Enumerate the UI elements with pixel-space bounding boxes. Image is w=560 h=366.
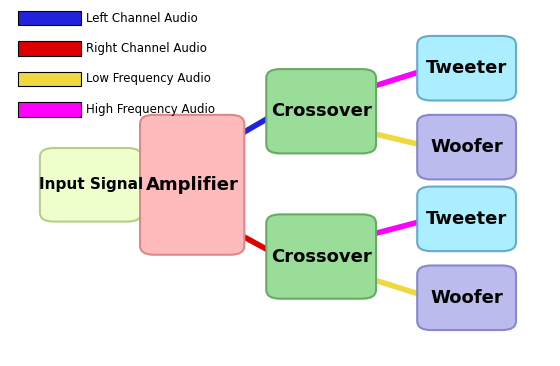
Text: Tweeter: Tweeter [426, 59, 507, 77]
Text: Tweeter: Tweeter [426, 210, 507, 228]
Text: Amplifier: Amplifier [146, 176, 239, 194]
Text: Left Channel Audio: Left Channel Audio [86, 11, 198, 25]
Text: Crossover: Crossover [271, 102, 371, 120]
Text: Woofer: Woofer [430, 138, 503, 156]
FancyBboxPatch shape [18, 11, 81, 25]
FancyBboxPatch shape [417, 36, 516, 101]
FancyBboxPatch shape [417, 265, 516, 330]
FancyBboxPatch shape [266, 69, 376, 153]
Text: Right Channel Audio: Right Channel Audio [86, 42, 207, 55]
FancyBboxPatch shape [18, 102, 81, 117]
FancyBboxPatch shape [140, 115, 244, 255]
Text: Woofer: Woofer [430, 289, 503, 307]
Text: Input Signal: Input Signal [39, 177, 143, 192]
FancyBboxPatch shape [266, 214, 376, 299]
FancyBboxPatch shape [40, 148, 142, 221]
Text: Low Frequency Audio: Low Frequency Audio [86, 72, 211, 86]
Text: Crossover: Crossover [271, 247, 371, 265]
FancyBboxPatch shape [417, 115, 516, 179]
FancyBboxPatch shape [18, 41, 81, 56]
FancyBboxPatch shape [417, 187, 516, 251]
Text: High Frequency Audio: High Frequency Audio [86, 103, 215, 116]
FancyBboxPatch shape [18, 72, 81, 86]
